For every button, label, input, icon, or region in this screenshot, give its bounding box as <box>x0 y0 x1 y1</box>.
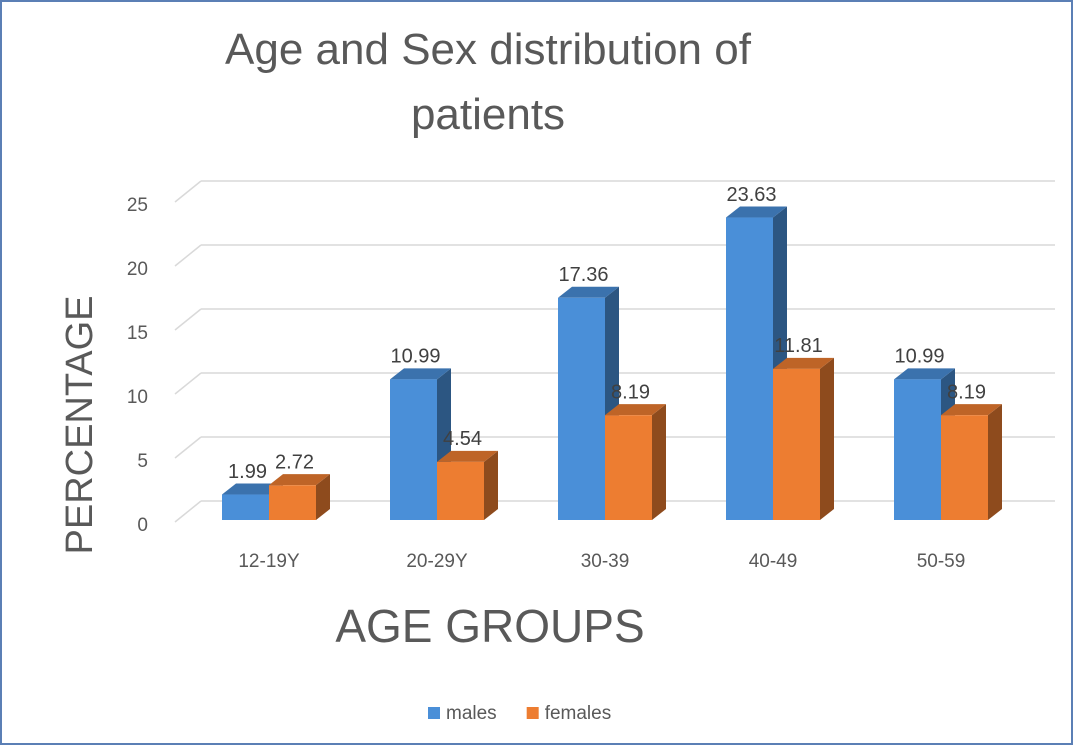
bar-top <box>390 368 451 380</box>
data-label: 2.72 <box>275 451 314 473</box>
data-label: 1.99 <box>228 461 267 483</box>
legend-label: males <box>446 703 497 724</box>
title-part: Age and Sex distribution of <box>225 25 752 74</box>
legend-label: females <box>545 703 612 724</box>
chart-title: Age and Sex distribution of patients <box>225 25 752 139</box>
bar <box>390 379 437 520</box>
bar-side <box>988 404 1002 520</box>
data-label: 11.81 <box>774 335 823 357</box>
title-part: patients <box>411 90 565 139</box>
bar-top <box>773 357 834 369</box>
data-label: 8.19 <box>947 381 986 403</box>
legend-swatch <box>526 707 539 719</box>
bar <box>605 415 652 520</box>
x-tick-label: 20-29Y <box>406 551 468 572</box>
bar <box>269 485 316 520</box>
grid-line-side <box>174 500 202 523</box>
x-tick-label: 30-39 <box>581 551 630 572</box>
grid-line-side <box>174 372 202 395</box>
bar-top <box>437 450 498 462</box>
bar-top <box>894 368 955 380</box>
x-axis-label: AGE GROUPS <box>335 600 644 652</box>
grid-line-side <box>174 308 202 331</box>
bar-top <box>941 404 1002 416</box>
y-tick-label: 10 <box>127 387 148 408</box>
data-label: 23.63 <box>726 184 776 206</box>
bar <box>941 415 988 520</box>
bar-side <box>316 474 330 520</box>
bar-top <box>605 404 666 416</box>
bar <box>558 297 605 520</box>
bar <box>773 368 820 520</box>
data-label: 10.99 <box>894 346 944 368</box>
bar-side <box>820 357 834 520</box>
bar-side <box>652 404 666 520</box>
bar-top <box>222 483 283 495</box>
y-tick-label: 5 <box>137 451 148 472</box>
y-tick-label: 25 <box>127 195 148 216</box>
data-label: 8.19 <box>611 381 650 403</box>
grid-line-side <box>174 244 202 267</box>
y-axis-label: PERCENTAGE <box>59 295 101 554</box>
legend-swatch <box>428 707 440 719</box>
grid-line-side <box>174 436 202 459</box>
bar-top <box>726 206 787 218</box>
data-label: 17.36 <box>558 264 608 286</box>
grid-line-side <box>174 180 202 203</box>
x-tick-label: 12-19Y <box>238 551 300 572</box>
bar <box>894 379 941 520</box>
bar <box>222 494 269 520</box>
bar-side <box>484 450 498 520</box>
y-tick-label: 0 <box>137 515 148 536</box>
y-tick-label: 20 <box>127 259 148 280</box>
bar-top <box>269 474 330 486</box>
bar <box>437 461 484 520</box>
bar-top <box>558 286 619 298</box>
x-tick-label: 40-49 <box>749 551 798 572</box>
x-tick-label: 50-59 <box>917 551 966 572</box>
y-tick-label: 15 <box>127 323 148 344</box>
data-label: 4.54 <box>443 428 482 450</box>
bar <box>726 217 773 520</box>
data-label: 10.99 <box>390 346 440 368</box>
